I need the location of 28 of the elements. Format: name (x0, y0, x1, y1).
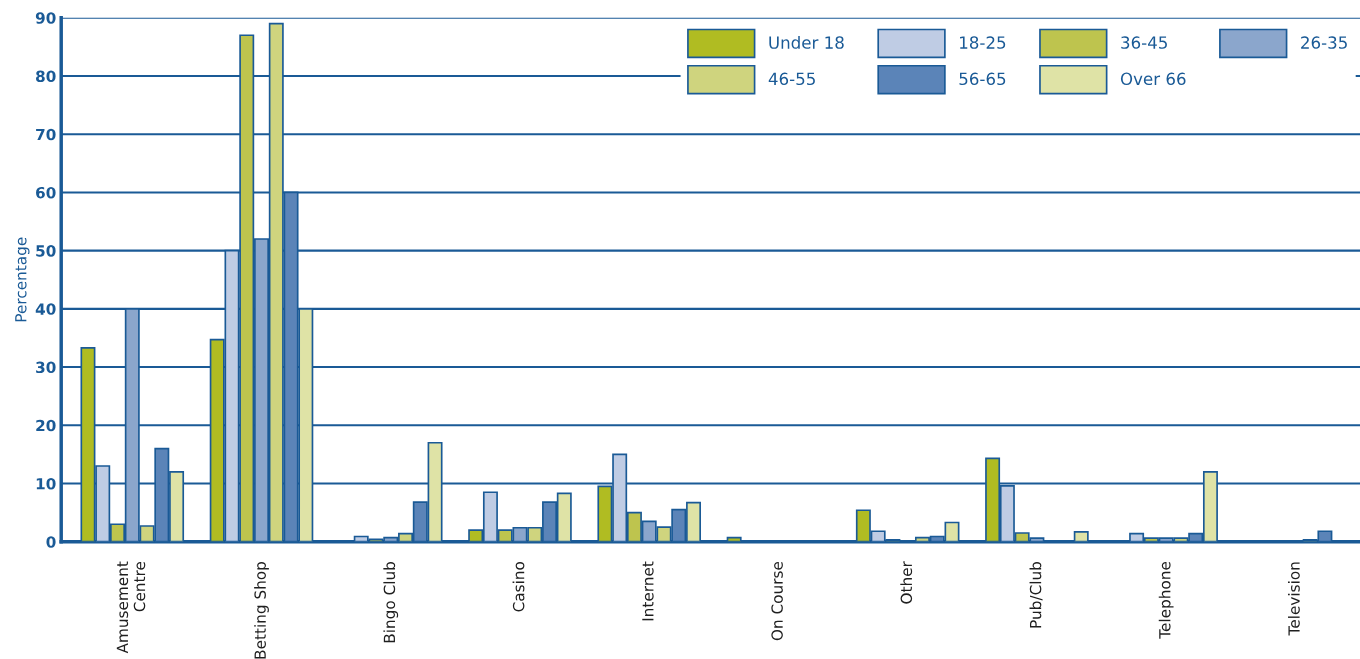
y-tick-label: 60 (36, 186, 56, 199)
legend-label: 36-45 (1121, 36, 1167, 49)
x-tick-label: Casino (512, 561, 525, 612)
x-tick-label: Betting Shop (254, 561, 269, 659)
legend-label: 18-25 (960, 36, 1006, 49)
y-tick-label: 40 (35, 303, 56, 315)
x-tick-label: Telephone (1158, 561, 1174, 639)
legend-label: 26-35 (1301, 36, 1347, 49)
y-tick-label: 30 (36, 361, 56, 374)
x-tick-label: Internet (642, 561, 654, 621)
y-tick-label: 10 (36, 477, 56, 490)
y-axis-title: Percentage (15, 237, 30, 322)
legend-label: Under 18 (769, 35, 844, 49)
y-tick-label: 70 (36, 128, 56, 141)
y-tick-label: 20 (36, 419, 56, 432)
y-tick-label: 90 (35, 12, 56, 24)
x-tick-label: Television (1287, 562, 1300, 636)
x-tick-label: Other (900, 561, 913, 604)
x-tick-label: On Course (771, 561, 783, 641)
y-tick-label: 0 (46, 536, 56, 548)
y-tick-label: 50 (36, 245, 56, 257)
legend-label: Over 66 (1120, 72, 1186, 86)
x-tick-label: Pub/Club (1029, 561, 1043, 628)
legend-label: 56-65 (959, 72, 1006, 86)
y-tick-label: 80 (36, 70, 56, 83)
x-tick-label: Bingo Club (383, 561, 399, 643)
x-tick-label: Amusement Centre (116, 561, 146, 654)
legend-label: 46-55 (768, 72, 815, 86)
